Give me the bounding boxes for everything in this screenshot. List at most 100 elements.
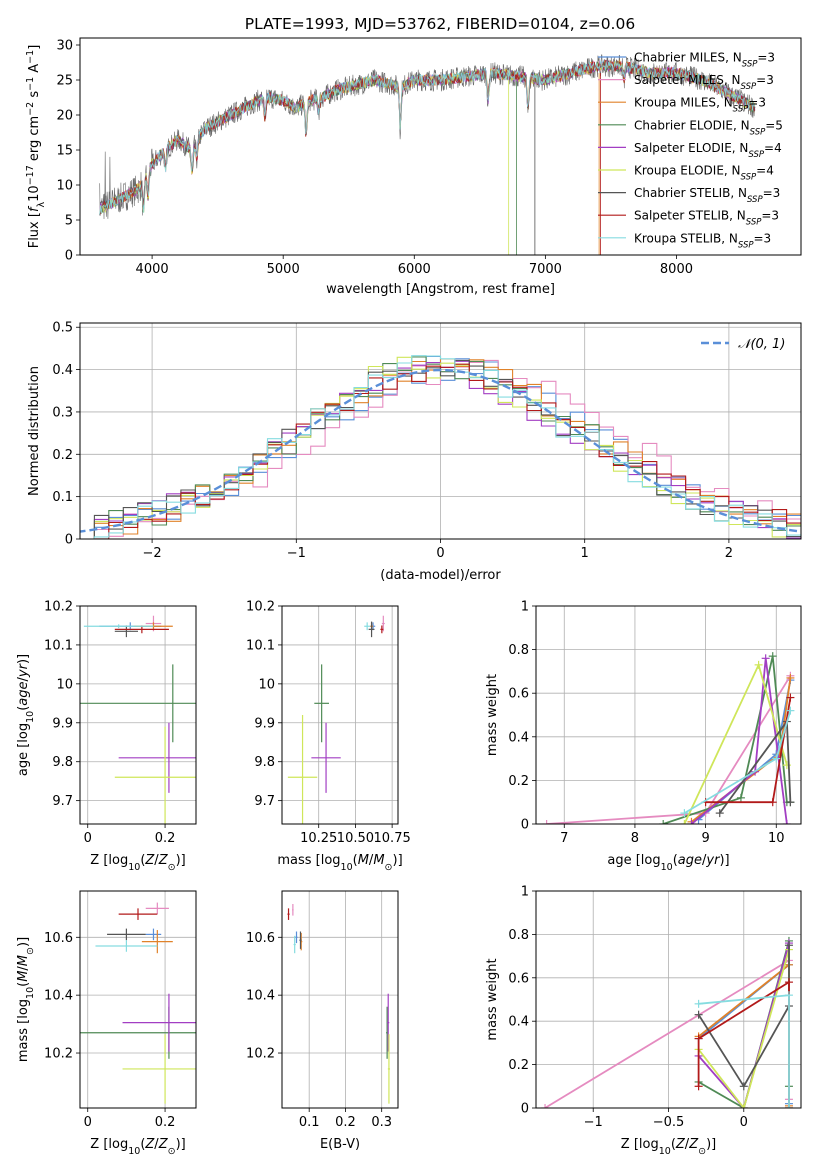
series-marker: [680, 820, 689, 824]
legend-entry: 𝒩(0, 1): [738, 337, 785, 352]
y-tick-label: 0.1: [52, 490, 73, 505]
x-tick-label: 10.75: [374, 831, 411, 846]
series-marker: [786, 693, 795, 702]
x-tick-label: 0.2: [155, 831, 176, 846]
series-marker: [736, 793, 745, 802]
series-marker: [786, 673, 795, 682]
plot-area: [80, 891, 196, 1108]
y-tick-label: 0: [65, 249, 73, 264]
series-marker: [715, 809, 724, 818]
legend-entry: Salpeter STELIB, NSSP=3: [634, 209, 779, 228]
errorbar-point: [145, 928, 162, 941]
series-marker: [739, 1104, 748, 1108]
x-tick-label: 6000: [398, 262, 431, 277]
errorbar-point: [145, 902, 169, 915]
x-axis-label: (data-model)/error: [380, 568, 501, 583]
errorbar-point: [107, 928, 146, 941]
y-tick-label: 9.7: [52, 794, 73, 809]
x-tick-label: −0.5: [653, 1115, 685, 1130]
series-marker: [786, 706, 795, 715]
y-tick-label: 1: [521, 600, 529, 615]
x-axis-label: Z [log10(Z/Z⊙)]: [90, 853, 185, 873]
y-tick-label: 10.2: [44, 1047, 73, 1062]
y-tick-label: 0.2: [52, 448, 73, 463]
x-axis-label: age [log10(age/yr)]: [607, 853, 729, 873]
y-tick-label: 0.2: [508, 1058, 529, 1073]
y-axis-label: Normed distribution: [27, 366, 42, 496]
axes-frame: [79, 322, 802, 540]
errorbar-point: [387, 993, 390, 1052]
y-tick-label: 0.3: [52, 405, 73, 420]
histogram-step: [80, 359, 801, 539]
y-tick-label: 10.1: [246, 638, 275, 653]
y-tick-label: 0.6: [508, 687, 529, 702]
x-tick-label: −1: [584, 1115, 603, 1130]
y-axis-label: mass weight: [485, 958, 500, 1040]
x-tick-label: 0.2: [335, 1115, 356, 1130]
y-axis-label: Flux [fλ10−17 erg cm−2 s−1 A−1]: [25, 45, 47, 249]
x-tick-label: 2: [725, 546, 733, 561]
x-tick-label: 1: [581, 546, 589, 561]
y-tick-label: 0.8: [508, 643, 529, 658]
grid: [536, 606, 801, 824]
grid: [282, 606, 398, 824]
y-tick-label: 9.8: [254, 755, 275, 770]
y-tick-label: 10: [56, 677, 73, 692]
legend-entry: Chabrier MILES, NSSP=3: [634, 51, 775, 70]
y-axis-label: mass [log10(M/M⊙)]: [16, 937, 36, 1062]
y-tick-label: 10: [56, 179, 73, 194]
plot-area: [99, 54, 756, 255]
x-axis-label: mass [log10(M/M⊙)]: [277, 853, 402, 873]
y-tick-label: 9.7: [254, 794, 275, 809]
errorbar-point: [95, 940, 158, 952]
x-tick-label: 0.3: [371, 1115, 392, 1130]
errorbar-point: [118, 908, 158, 920]
x-tick-label: 10: [768, 831, 785, 846]
series-marker: [542, 820, 551, 824]
y-tick-label: 0.4: [52, 363, 73, 378]
y-tick-label: 10.2: [44, 600, 73, 615]
legend-entry: Salpeter MILES, NSSP=3: [634, 73, 774, 92]
errorbar-point: [295, 931, 298, 944]
axes-frame: [79, 890, 197, 1109]
x-axis-label: E(B-V): [320, 1137, 360, 1152]
legend: Chabrier MILES, NSSP=3 Salpeter MILES, NS…: [598, 51, 783, 250]
y-tick-label: 0.2: [508, 774, 529, 789]
series-marker: [754, 660, 763, 669]
y-tick-label: 0.4: [508, 730, 529, 745]
series-marker: [761, 654, 770, 663]
series-line: [690, 658, 788, 824]
errorbar-point: [292, 904, 294, 916]
y-tick-label: 10.2: [246, 1047, 275, 1062]
y-tick-label: 5: [65, 214, 73, 229]
plot-area: [282, 606, 398, 824]
errorbar-point: [299, 931, 302, 949]
series-marker: [541, 1104, 550, 1108]
plot-area: [80, 323, 801, 539]
y-tick-label: 0: [521, 1102, 529, 1117]
panel-mass_vs_Z: 0 0.2 10.2 10.4 10.6 Z [log10(Z/Z⊙)] mass [log…: [16, 890, 197, 1157]
errorbar-point: [368, 621, 375, 638]
histogram-step: [80, 363, 801, 539]
x-tick-label: −1: [287, 546, 306, 561]
x-axis-label: Z [log10(Z/Z⊙)]: [90, 1137, 185, 1157]
series-marker: [768, 652, 777, 661]
axes-frame: [535, 890, 802, 1109]
x-axis-label: Z [log10(Z/Z⊙)]: [621, 1137, 716, 1157]
errorbar-point: [293, 935, 296, 954]
y-tick-label: 10.4: [246, 989, 275, 1004]
panel-mass_vs_EBV: 0.1 0.2 0.3 10.2 10.4 10.6 E(B-V): [246, 890, 399, 1152]
series-line: [697, 945, 790, 1089]
errorbar-point: [114, 625, 138, 638]
y-tick-label: 10.1: [44, 638, 73, 653]
axes-frame: [281, 605, 399, 825]
legend: 𝒩(0, 1): [701, 337, 785, 352]
model-spectrum-line: [99, 60, 756, 216]
y-tick-label: 9.9: [52, 716, 73, 731]
x-tick-label: 4000: [136, 262, 169, 277]
plot-area: [282, 891, 398, 1108]
y-tick-label: 10.4: [44, 989, 73, 1004]
x-tick-label: 0: [84, 1115, 92, 1130]
x-tick-label: 5000: [267, 262, 300, 277]
